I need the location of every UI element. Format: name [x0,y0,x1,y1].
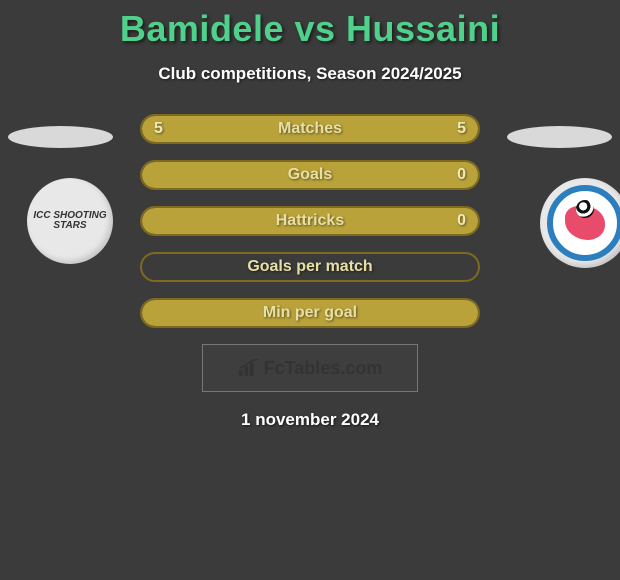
subtitle: Club competitions, Season 2024/2025 [0,64,620,84]
stat-bar-goals: 0 Goals [140,160,480,190]
right-club-ball-icon [576,200,594,218]
right-club-badge [540,178,620,268]
stat-bar-min-per-goal: Min per goal [140,298,480,328]
bar-label: Matches [278,120,342,138]
left-club-badge-text: ICC SHOOTING STARS [27,211,113,232]
watermark-box: FcTables.com [202,344,418,392]
right-player-oval [507,126,612,148]
watermark-text: FcTables.com [238,358,383,379]
bar-value-right: 0 [457,212,466,230]
left-player-oval [8,126,113,148]
bar-value-right: 0 [457,166,466,184]
page-title: Bamidele vs Hussaini [0,0,620,50]
bar-label: Min per goal [263,304,357,322]
stat-bar-hattricks: 0 Hattricks [140,206,480,236]
stats-list: 5 5 Matches 0 Goals 0 Hattricks Goals per match… [140,114,480,328]
right-club-map-icon [565,206,605,240]
bar-value-left: 5 [154,120,163,138]
right-club-badge-inner [547,185,620,261]
bar-label: Hattricks [276,212,344,230]
stat-bar-matches: 5 5 Matches [140,114,480,144]
watermark-label: FcTables.com [264,358,383,379]
left-club-badge: ICC SHOOTING STARS [27,178,113,264]
bar-label: Goals per match [247,258,372,276]
chart-icon [238,359,260,377]
bar-label: Goals [288,166,332,184]
date-text: 1 november 2024 [0,410,620,430]
bar-value-right: 5 [457,120,466,138]
stat-bar-goals-per-match: Goals per match [140,252,480,282]
